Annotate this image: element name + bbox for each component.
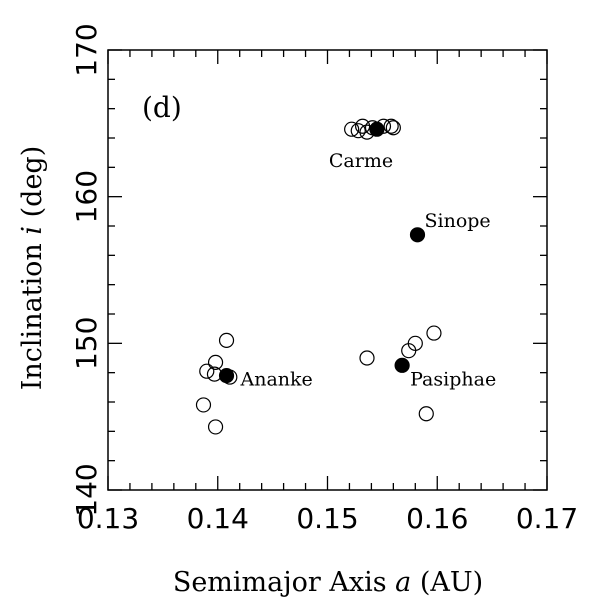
axis-ticks xyxy=(107,49,548,491)
named-moon-point xyxy=(218,368,235,384)
y-tick-label: 160 xyxy=(70,170,103,223)
point-annotations: Carme Sinope Ananke Pasiphae xyxy=(240,150,497,390)
y-axis-title: Inclination i (deg) xyxy=(17,146,48,391)
panel-label: (d) xyxy=(142,91,182,124)
x-tick-label: 0.14 xyxy=(187,502,249,535)
x-tick-label: 0.16 xyxy=(406,502,468,535)
point-label-carme: Carme xyxy=(329,150,393,172)
y-tick-label: 170 xyxy=(70,23,103,76)
point-label-pasiphae: Pasiphae xyxy=(410,368,496,390)
data-points xyxy=(195,118,442,435)
moon-point xyxy=(383,118,399,134)
moon-point xyxy=(199,363,215,379)
axis-tick-labels: 0.13 0.14 0.15 0.16 0.17 140 150 160 170 xyxy=(70,23,578,535)
moon-point xyxy=(385,120,401,136)
y-tick-label: 140 xyxy=(70,463,103,516)
moon-point xyxy=(207,354,224,370)
moon-point xyxy=(195,397,212,413)
moon-point xyxy=(407,335,423,351)
moon-point xyxy=(359,350,375,366)
moon-point xyxy=(418,406,434,422)
x-tick-label: 0.15 xyxy=(296,502,358,535)
moon-point xyxy=(344,121,360,137)
x-axis-title: Semimajor Axis a (AU) xyxy=(173,567,483,598)
point-label-ananke: Ananke xyxy=(240,369,313,391)
y-tick-label: 150 xyxy=(70,317,103,370)
named-moon-point xyxy=(369,121,385,137)
moon-point xyxy=(218,332,235,348)
moon-point xyxy=(426,325,442,341)
moon-point xyxy=(350,123,366,139)
named-moon-point xyxy=(409,227,426,243)
moon-point xyxy=(207,419,224,435)
x-tick-label: 0.13 xyxy=(77,502,139,535)
x-tick-label: 0.17 xyxy=(516,502,578,535)
point-label-sinope: Sinope xyxy=(424,210,490,232)
named-moon-point xyxy=(394,357,410,373)
